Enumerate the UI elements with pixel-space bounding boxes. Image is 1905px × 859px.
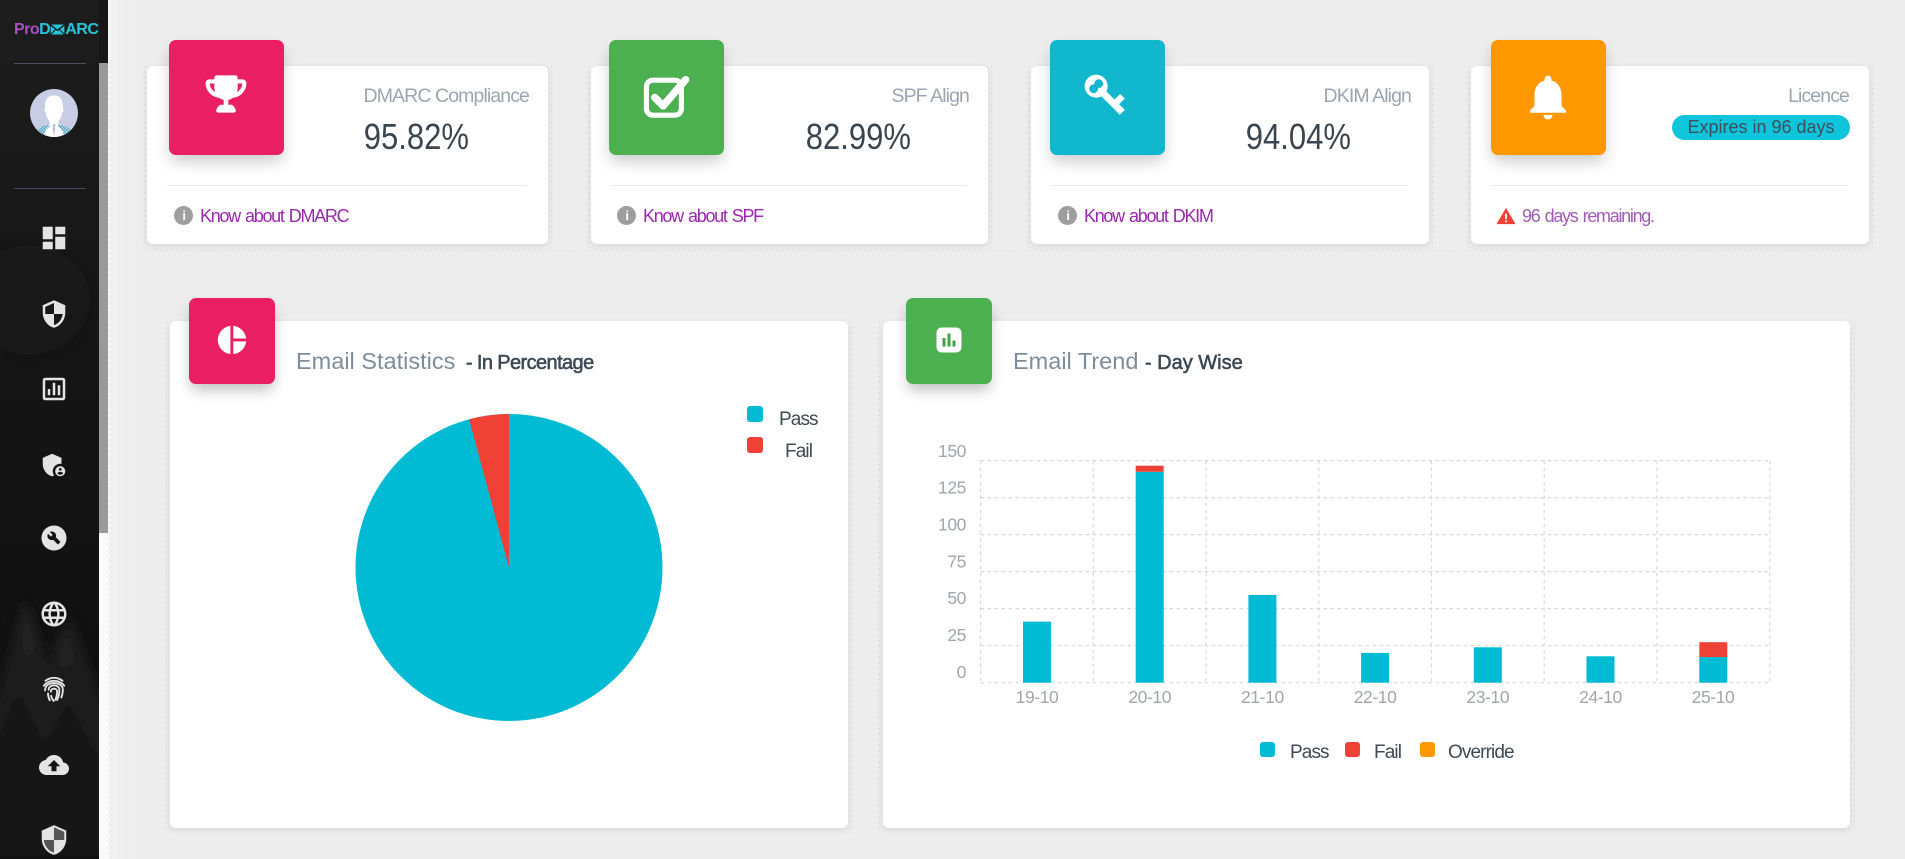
svg-text:19-10: 19-10 (1016, 687, 1059, 707)
svg-text:20-10: 20-10 (1128, 687, 1171, 707)
svg-text:25: 25 (947, 625, 966, 645)
svg-text:50: 50 (947, 588, 966, 608)
svg-text:24-10: 24-10 (1579, 687, 1622, 707)
svg-text:25-10: 25-10 (1692, 687, 1735, 707)
svg-text:22-10: 22-10 (1354, 687, 1397, 707)
svg-text:75: 75 (947, 552, 966, 572)
svg-text:21-10: 21-10 (1241, 687, 1284, 707)
svg-text:0: 0 (957, 662, 967, 682)
svg-text:23-10: 23-10 (1466, 687, 1509, 707)
svg-text:150: 150 (938, 441, 967, 461)
svg-text:125: 125 (938, 478, 966, 498)
svg-text:100: 100 (938, 515, 967, 535)
